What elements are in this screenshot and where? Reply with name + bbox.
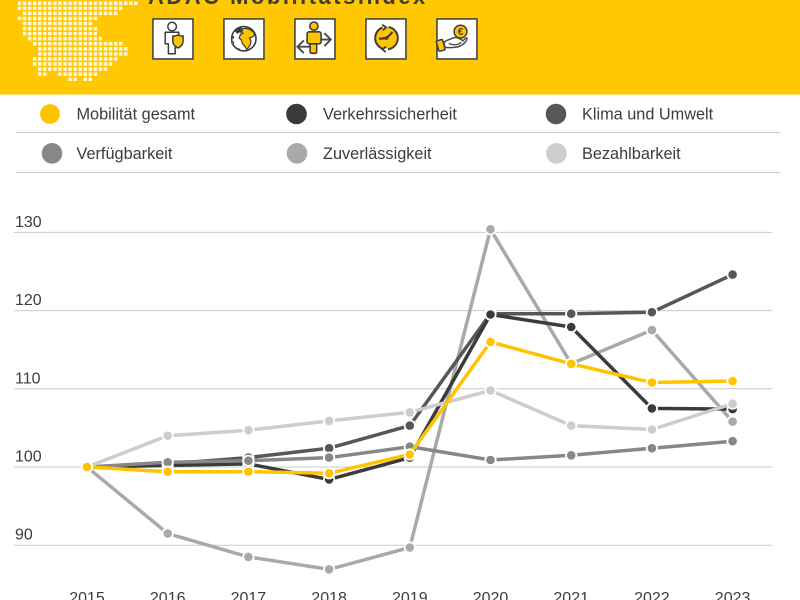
svg-text:ADAC Mobilitätsindex: ADAC Mobilitätsindex [148, 0, 428, 9]
svg-text:90: 90 [15, 527, 33, 544]
svg-text:€: € [458, 27, 464, 38]
svg-text:Mobilität gesamt: Mobilität gesamt [77, 106, 196, 124]
svg-text:2017: 2017 [231, 590, 267, 600]
svg-text:100: 100 [15, 449, 42, 466]
svg-text:2022: 2022 [634, 590, 670, 600]
svg-text:120: 120 [15, 292, 42, 309]
svg-text:Klima und Umwelt: Klima und Umwelt [582, 106, 714, 124]
svg-text:2019: 2019 [392, 590, 428, 600]
svg-text:2018: 2018 [311, 590, 347, 600]
svg-text:2023: 2023 [715, 590, 751, 600]
svg-text:Verfügbarkeit: Verfügbarkeit [77, 145, 173, 163]
svg-text:Bezahlbarkeit: Bezahlbarkeit [582, 145, 681, 163]
svg-text:110: 110 [15, 370, 41, 387]
svg-text:2021: 2021 [553, 590, 589, 600]
svg-text:2016: 2016 [150, 590, 186, 600]
svg-text:2020: 2020 [473, 590, 509, 600]
svg-text:Zuverlässigkeit: Zuverlässigkeit [323, 145, 432, 163]
svg-text:2015: 2015 [69, 590, 105, 600]
svg-text:Verkehrssicherheit: Verkehrssicherheit [323, 106, 457, 124]
svg-text:130: 130 [15, 214, 42, 231]
